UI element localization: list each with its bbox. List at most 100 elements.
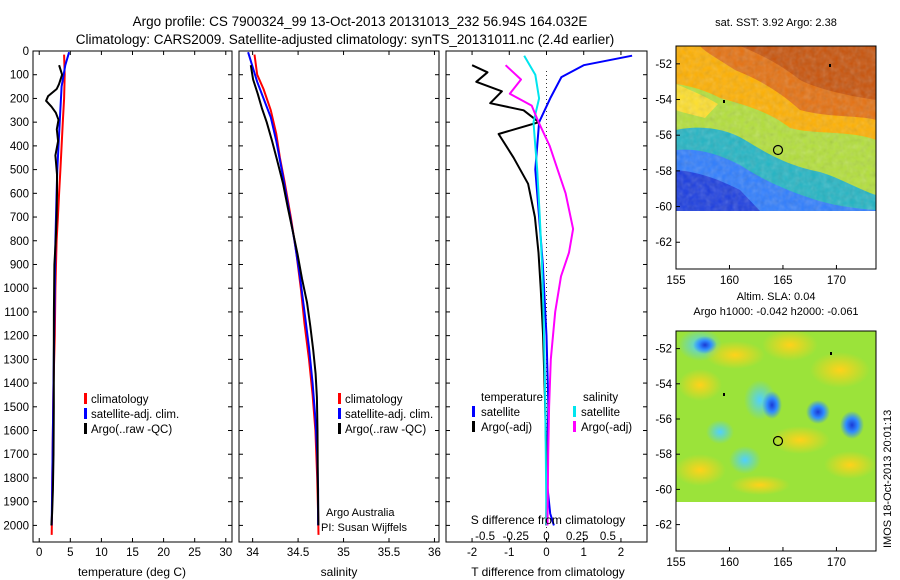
y-tick-label: 1000 [3,283,29,295]
x-tick-label: 0 [36,547,42,559]
legend-swatch-argo [338,423,341,434]
s-tick-label: -0.25 [503,531,529,543]
x-tick-label: 34.5 [287,547,309,559]
x-tick-label: 0 [543,547,549,559]
temperature-legend: climatology satellite-adj. clim. Argo(..… [84,393,179,436]
y-tick-label: 1200 [3,331,29,343]
x-tick-label: 15 [126,547,139,559]
figure-title-line1: Argo profile: CS 7900324_99 13-Oct-2013 … [133,14,588,29]
salinity-xlabel: salinity [321,565,358,579]
difference-panel: -2 -1 0 1 2 -0.5 -0.25 0 0.25 0.5 T difference fr… [445,50,648,579]
y-tick-label: 1400 [3,378,29,390]
map-y-tick-label: -54 [655,95,672,107]
y-tick-label: 1900 [3,497,29,509]
x-tick-label: 2 [618,547,624,559]
legend-swatch-climatology [84,393,87,404]
series-line-satellite-s- [523,55,548,526]
x-tick-label: 35 [337,547,350,559]
sst-profile-marker [772,144,784,156]
x-tick-label: -2 [467,547,477,559]
sst-map-title: sat. SST: 3.92 Argo: 2.38 [715,17,837,29]
annotation-pi: PI: Susan Wijffels [321,522,407,534]
map-x-tick-label: 160 [720,275,739,287]
map-x-tick-label: 155 [666,275,685,287]
temperature-lines [45,51,71,535]
y-tick-label: 300 [10,117,29,129]
map-x-tick-label: 155 [666,557,685,569]
y-tick-label: 1500 [3,402,29,414]
legend-argo-t: Argo(-adj) [481,422,532,434]
map-x-tick-label: 170 [827,275,846,287]
t-difference-xlabel: T difference from climatology [471,565,625,579]
series-line-argo-adj-s- [504,64,575,526]
series-line-satellite-adj-clim- [247,51,320,526]
y-tick-label: 700 [10,212,29,224]
legend-argo-s: Argo(-adj) [581,422,632,434]
sla-map-axes: 155 160 165 170 -52 -54 -56 -58 -60 -62 [655,344,846,569]
x-tick-label: 34 [246,547,259,559]
temperature-axes: 0100200300400500600700800900100011001200… [3,46,232,559]
map-y-tick-label: -52 [655,344,672,356]
map-x-tick-label: 165 [773,275,792,287]
map-x-tick-label: 170 [827,557,846,569]
map-y-tick-label: -58 [655,166,672,178]
x-tick-label: 5 [67,547,73,559]
legend-satellite-t: satellite [481,407,520,419]
series-line-argo-raw-qc- [249,65,320,526]
legend-swatch-argo-t [472,421,475,432]
y-tick-label: 900 [10,259,29,271]
map-y-tick-label: -62 [655,237,672,249]
legend-temperature-heading: temperature [481,392,543,404]
x-tick-label: 35.5 [378,547,400,559]
legend-argo: Argo(..raw -QC) [345,424,426,436]
legend-swatch-argo [84,423,87,434]
temperature-panel: 0100200300400500600700800900100011001200… [3,46,233,579]
legend-satellite-s: satellite [581,407,620,419]
x-tick-label: 1 [581,547,587,559]
legend-climatology: climatology [345,394,403,406]
series-line-argo-raw-qc- [45,64,64,526]
map-y-tick-label: -58 [655,449,672,461]
s-tick-label: -0.5 [475,531,495,543]
s-tick-label: 0.5 [600,531,616,543]
x-tick-label: 25 [188,547,201,559]
sst-heatmap [676,46,876,211]
map-y-tick-label: -60 [655,484,672,496]
x-tick-label: 20 [157,547,170,559]
map-y-tick-label: -60 [655,202,672,214]
map-x-tick-label: 160 [720,557,739,569]
legend-satellite: satellite-adj. clim. [345,409,433,421]
y-tick-label: 2000 [3,520,29,532]
y-tick-label: 600 [10,188,29,200]
difference-lines [471,54,633,526]
map-y-tick-label: -52 [655,59,672,71]
legend-satellite: satellite-adj. clim. [91,409,179,421]
y-tick-label: 500 [10,165,29,177]
x-tick-label: 30 [219,547,232,559]
salinity-panel: 34 34.5 35 35.5 36 salinity climatology sate… [238,50,441,579]
sst-land-dot [723,100,725,103]
y-tick-label: 0 [23,46,29,58]
map-x-tick-label: 165 [773,557,792,569]
sla-map-panel: Altim. SLA: 0.04 Argo h1000: -0.042 h200… [655,291,894,569]
legend-climatology: climatology [91,394,149,406]
difference-legend: temperature satellite Argo(-adj) salinit… [472,392,632,434]
x-tick-label: 36 [428,547,441,559]
temperature-xlabel: temperature (deg C) [78,565,186,579]
annotation-argo-australia: Argo Australia [326,507,395,519]
x-tick-label: 10 [95,547,108,559]
sla-profile-marker [772,435,784,447]
figure-title-line2: Climatology: CARS2009. Satellite-adjuste… [76,32,615,47]
legend-swatch-argo-s [573,421,576,432]
y-tick-label: 400 [10,141,29,153]
sst-land-dot [829,64,831,67]
s-tick-label: 0.25 [566,531,588,543]
sst-map-panel: sat. SST: 3.92 Argo: 2.38 155 160 165 170 -5… [655,17,877,287]
sst-map-axes: 155 160 165 170 -52 -54 -56 -58 -60 -62 [655,59,846,287]
map-y-tick-label: -56 [655,414,672,426]
legend-argo: Argo(..raw -QC) [91,424,172,436]
map-y-tick-label: -56 [655,130,672,142]
y-tick-label: 1600 [3,426,29,438]
sla-land-dot [723,393,725,396]
